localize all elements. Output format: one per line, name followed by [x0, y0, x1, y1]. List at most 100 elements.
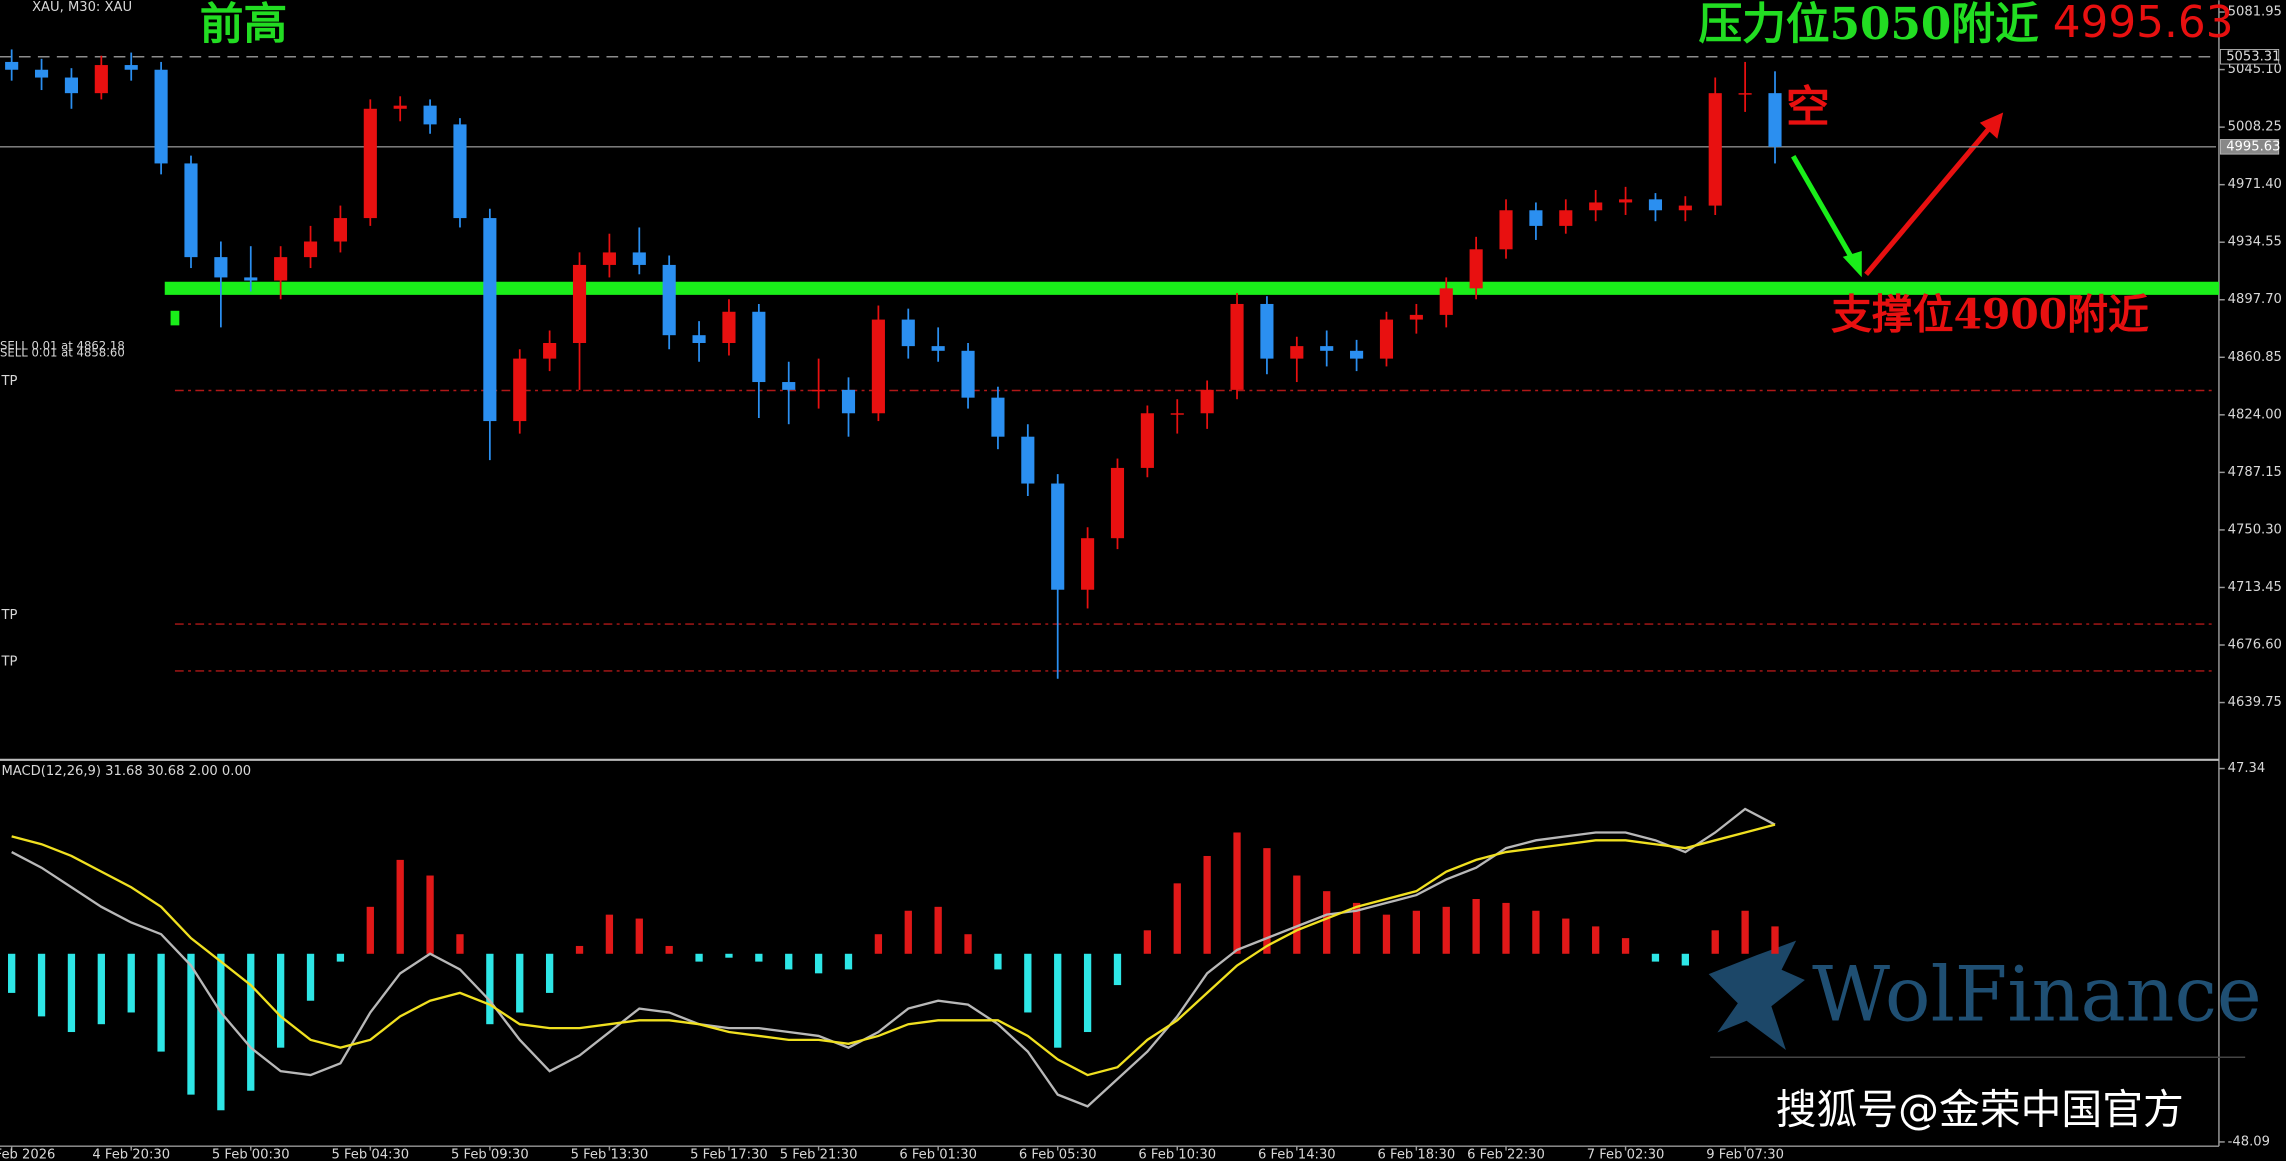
- signal-line: [11, 823, 1776, 1077]
- level-label: TP: [0, 655, 17, 670]
- candle-body: [543, 343, 557, 359]
- histogram-bar: [277, 953, 285, 1048]
- y-tick-label: 4676.60: [2228, 637, 2282, 652]
- histogram-bar: [1681, 953, 1689, 966]
- candle-body: [602, 252, 616, 265]
- histogram-bar: [874, 934, 883, 954]
- candle-body: [1559, 210, 1573, 226]
- histogram-bar: [1323, 891, 1331, 954]
- annotation: 前高: [200, 0, 287, 50]
- source: 搜狐号@金荣中国官方: [1776, 1086, 2184, 1134]
- candle-body: [1589, 202, 1603, 211]
- y-tick-label: 4750.30: [2228, 522, 2282, 537]
- histogram-bar: [1412, 910, 1421, 954]
- x-tick-label: Feb 2026: [0, 1147, 55, 1161]
- x-tick-label: 5 Feb 21:30: [780, 1147, 858, 1161]
- histogram-bar: [426, 875, 434, 954]
- price-tag-label: 4995.63: [2226, 139, 2280, 154]
- candle-body: [961, 350, 975, 398]
- candle-body: [64, 77, 78, 94]
- candle-body: [1320, 346, 1334, 351]
- candle-body: [303, 241, 318, 258]
- x-tick-label: 4 Feb 20:30: [92, 1147, 170, 1161]
- candle-body: [1708, 93, 1722, 206]
- y-tick-label: 4971.40: [2228, 177, 2282, 192]
- histogram-bar: [217, 953, 225, 1111]
- level-label: TP: [0, 608, 17, 623]
- histogram-bar: [1263, 848, 1271, 954]
- histogram-bar: [486, 953, 494, 1025]
- y-tick-label: 4824.00: [2228, 407, 2282, 422]
- candle-body: [483, 218, 497, 422]
- candle-body: [94, 65, 108, 94]
- histogram-bar: [1711, 930, 1719, 954]
- candle-body: [1469, 249, 1483, 289]
- histogram-bar: [1382, 914, 1391, 954]
- macd-line: [11, 807, 1776, 1108]
- y-tick-label: 5081.95: [2228, 5, 2282, 20]
- candle-body: [782, 382, 796, 390]
- histogram-bar: [1113, 953, 1122, 986]
- histogram-bar: [1592, 926, 1600, 954]
- candle-body: [453, 124, 467, 219]
- histogram-bar: [1083, 953, 1092, 1033]
- candle-body: [841, 389, 856, 414]
- candle-body: [1439, 288, 1453, 315]
- candle-body: [1170, 413, 1184, 415]
- candle-body: [1619, 199, 1633, 203]
- histogram-bar: [157, 953, 165, 1052]
- y-tick-label: 4897.70: [2228, 292, 2282, 307]
- candle-body: [752, 311, 766, 383]
- wolf-logo: [1708, 940, 1805, 1050]
- candle-body: [5, 61, 19, 70]
- price-tag: [2219, 139, 2280, 155]
- histogram-bar: [37, 953, 46, 1017]
- histogram-bar: [994, 953, 1002, 970]
- macd-title: MACD(12,26,9) 31.68 30.68 2.00 0.00: [1, 764, 251, 779]
- candle-body: [1081, 538, 1095, 590]
- histogram-bar: [1741, 910, 1749, 954]
- histogram-bar: [725, 953, 733, 958]
- price-tag-label: 5053.31: [2226, 49, 2280, 64]
- candle-body: [1529, 210, 1543, 226]
- candle-body: [572, 264, 587, 344]
- histogram-bar: [1173, 883, 1181, 954]
- order-label: SELL 0.01 at 4858.60: [0, 346, 125, 360]
- candle-body: [1350, 350, 1364, 359]
- histogram-bar: [1562, 918, 1570, 954]
- histogram-bar: [814, 953, 823, 974]
- histogram-bar: [1233, 832, 1241, 954]
- histogram-bar: [516, 953, 524, 1013]
- histogram-bar: [1024, 953, 1032, 1013]
- histogram-bar: [1771, 926, 1779, 954]
- candle-body: [662, 264, 676, 336]
- histogram-bar: [456, 934, 464, 954]
- histogram-bar: [247, 953, 255, 1091]
- histogram-bar: [306, 953, 315, 1001]
- x-tick-label: 5 Feb 04:30: [331, 1147, 409, 1161]
- level-label: TP: [0, 374, 17, 389]
- candle-body: [1499, 210, 1513, 250]
- candle-body: [1409, 314, 1423, 320]
- histogram-bar: [1621, 938, 1630, 954]
- candle-body: [423, 105, 437, 125]
- arrow-down: [1791, 154, 1857, 264]
- histogram-bar: [8, 953, 16, 993]
- histogram-bar: [97, 953, 105, 1025]
- candle-body: [1290, 346, 1304, 359]
- x-tick-label: 5 Feb 13:30: [571, 1147, 649, 1161]
- arrow-up: [1864, 123, 1994, 276]
- histogram-bar: [934, 906, 942, 954]
- order-marker: [170, 310, 180, 326]
- y-tick-label: 4860.85: [2228, 350, 2282, 365]
- candle-body: [214, 257, 228, 278]
- histogram-bar: [1532, 910, 1540, 954]
- candle-body: [154, 69, 168, 164]
- histogram-bar: [1502, 902, 1510, 954]
- histogram-bar: [1442, 906, 1450, 954]
- candle-body: [1021, 436, 1035, 484]
- histogram-bar: [1293, 875, 1301, 954]
- histogram-bar: [695, 953, 703, 962]
- histogram-bar: [67, 953, 76, 1033]
